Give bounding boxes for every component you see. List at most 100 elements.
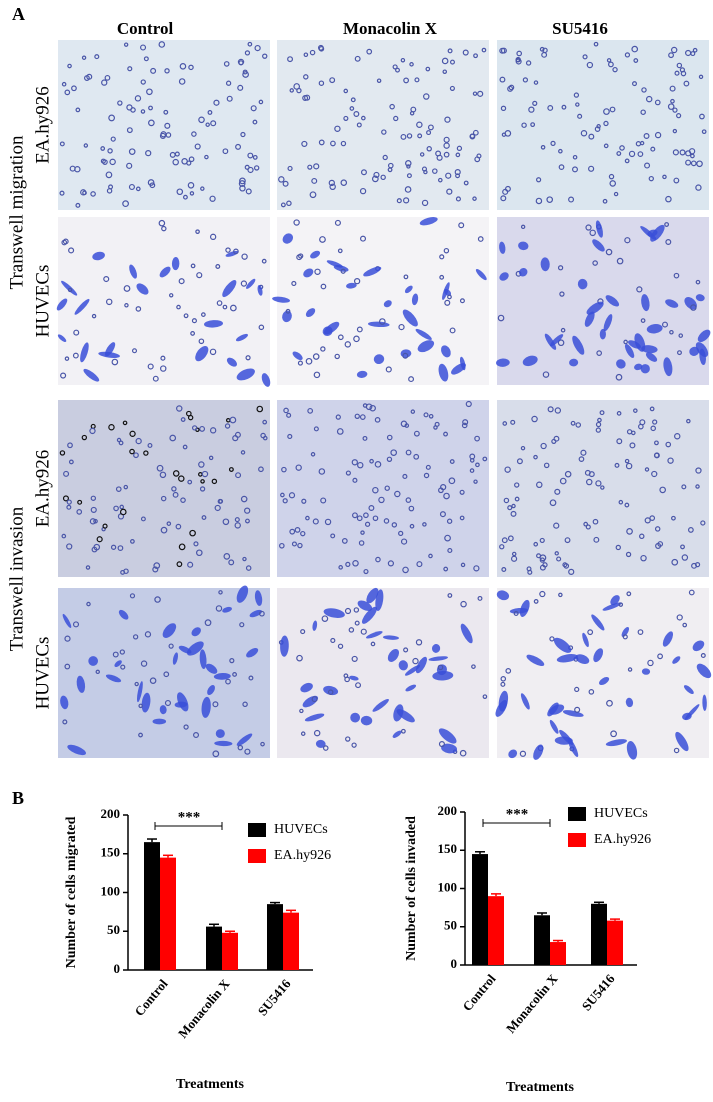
- cell: [572, 335, 585, 355]
- pore: [287, 165, 293, 172]
- pore: [603, 143, 609, 149]
- pore: [188, 156, 195, 163]
- pore: [64, 356, 70, 361]
- legend-label: EA.hy926: [274, 848, 331, 863]
- bar: [550, 942, 566, 965]
- cell: [83, 368, 100, 382]
- pore: [533, 80, 539, 85]
- pore: [223, 61, 230, 67]
- pore: [103, 275, 110, 283]
- pore: [354, 413, 360, 419]
- column-header: Control: [117, 19, 174, 38]
- pore: [563, 563, 570, 569]
- pore: [229, 304, 237, 312]
- pore: [140, 79, 146, 85]
- pore: [195, 229, 200, 235]
- pore: [624, 458, 630, 464]
- pore: [334, 219, 341, 226]
- pore: [160, 495, 167, 502]
- pore: [597, 417, 602, 423]
- pore: [423, 93, 430, 100]
- cell: [207, 685, 215, 696]
- cell: [683, 685, 694, 694]
- pore: [208, 455, 214, 461]
- pore: [425, 66, 431, 72]
- pore: [437, 177, 443, 183]
- pore: [171, 486, 177, 492]
- pore: [286, 412, 292, 418]
- pore: [356, 326, 363, 333]
- pore: [68, 459, 74, 465]
- pore: [183, 313, 189, 319]
- pore: [118, 440, 124, 446]
- pore: [130, 107, 136, 113]
- pore: [626, 527, 633, 535]
- pore: [117, 100, 123, 106]
- pore: [469, 468, 475, 473]
- pore: [245, 188, 252, 195]
- pore: [405, 497, 412, 503]
- pore: [392, 64, 398, 70]
- pore: [242, 556, 247, 562]
- pore: [519, 750, 527, 757]
- pore: [225, 80, 232, 86]
- cell: [692, 640, 705, 652]
- pore: [328, 179, 335, 187]
- cell: [372, 699, 389, 712]
- pore: [360, 235, 367, 242]
- pore: [568, 196, 575, 203]
- pore: [695, 279, 701, 285]
- pore: [477, 90, 484, 97]
- pore: [403, 274, 409, 280]
- pore: [353, 111, 360, 117]
- pore: [159, 471, 167, 479]
- pore: [320, 283, 327, 290]
- pore: [368, 505, 375, 511]
- cell: [689, 346, 700, 356]
- pore: [260, 741, 265, 747]
- cell: [621, 626, 630, 637]
- pore: [179, 63, 187, 70]
- pore: [400, 57, 406, 63]
- pore: [610, 730, 617, 738]
- pore: [575, 102, 580, 107]
- pore: [460, 600, 467, 608]
- pore: [360, 628, 367, 635]
- pore: [593, 41, 599, 47]
- pore: [390, 449, 398, 456]
- column-header: SU5416: [552, 19, 608, 38]
- pore: [250, 105, 257, 112]
- bar: [488, 896, 504, 965]
- pore: [698, 74, 704, 80]
- y-axis-label: Number of cells migrated: [64, 816, 79, 968]
- pore: [427, 124, 434, 131]
- pore: [200, 312, 206, 317]
- pore: [447, 48, 453, 54]
- pore: [374, 461, 382, 468]
- pore: [309, 191, 317, 199]
- pore: [459, 749, 467, 757]
- pore: [670, 98, 675, 104]
- cell: [171, 257, 180, 271]
- pore: [182, 194, 188, 200]
- pore: [293, 219, 300, 226]
- pore: [244, 50, 251, 56]
- pore: [91, 313, 97, 319]
- pore: [105, 298, 113, 306]
- significance-label: ***: [178, 809, 201, 825]
- pore: [81, 434, 88, 441]
- pore: [559, 291, 565, 297]
- pore: [126, 162, 133, 169]
- pore: [234, 517, 240, 523]
- pore: [357, 461, 364, 469]
- pore: [624, 52, 631, 58]
- pore: [511, 503, 516, 509]
- pore: [262, 435, 268, 441]
- pore: [124, 303, 129, 308]
- pore: [112, 651, 119, 658]
- pore: [63, 470, 70, 477]
- pore: [353, 335, 360, 343]
- pore: [585, 224, 592, 231]
- cell: [105, 674, 122, 683]
- pore: [482, 456, 488, 462]
